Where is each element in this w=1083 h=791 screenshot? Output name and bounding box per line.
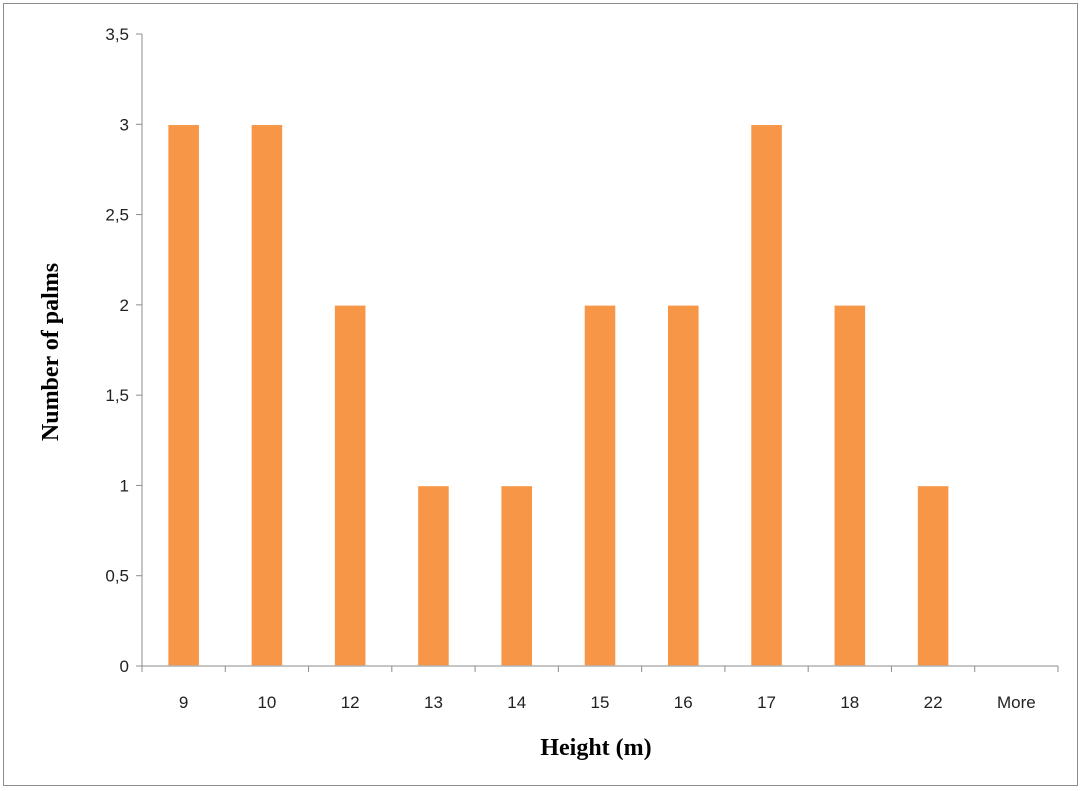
x-tick-labels: 9 10 12 13 14 15 16 17 18 22 More [179, 693, 1036, 712]
y-tick-label: 0,5 [105, 567, 129, 586]
x-tick-label: 12 [341, 693, 360, 712]
y-tick-label: 2,5 [105, 206, 129, 225]
y-tick-label: 3,5 [105, 25, 129, 44]
x-tick-label: 17 [757, 693, 776, 712]
bar-10 [250, 123, 284, 667]
x-tick-label: 18 [840, 693, 859, 712]
y-tick-label: 0 [120, 657, 129, 676]
bar-16 [666, 304, 701, 667]
x-tick-label: 15 [591, 693, 610, 712]
x-tick-label: 14 [507, 693, 526, 712]
y-axis-title: Number of palms [38, 263, 64, 441]
y-tick-labels: 0 0,5 1 1,5 2 2,5 3 3,5 [105, 25, 129, 676]
x-axis-title: Height (m) [540, 735, 651, 761]
x-tick-label: 10 [257, 693, 276, 712]
y-tick-label: 1,5 [105, 386, 129, 405]
x-tick-label: 16 [674, 693, 693, 712]
y-tick-label: 1 [120, 476, 129, 495]
x-tick-label: 13 [424, 693, 443, 712]
x-tick-label: 9 [179, 693, 188, 712]
x-tick-label: 22 [924, 693, 943, 712]
axes-group [136, 33, 1059, 672]
y-tick-label: 2 [120, 296, 129, 315]
y-tick-label: 3 [120, 115, 129, 134]
x-tick-label: More [997, 693, 1036, 712]
bars-group [166, 123, 950, 667]
bar-13 [416, 484, 451, 667]
bar-18 [833, 304, 867, 667]
bar-9 [166, 123, 201, 667]
bar-12 [333, 304, 367, 667]
bar-14 [499, 484, 534, 667]
bar-17 [749, 123, 784, 667]
bar-15 [583, 304, 617, 667]
bar-22 [916, 484, 950, 667]
